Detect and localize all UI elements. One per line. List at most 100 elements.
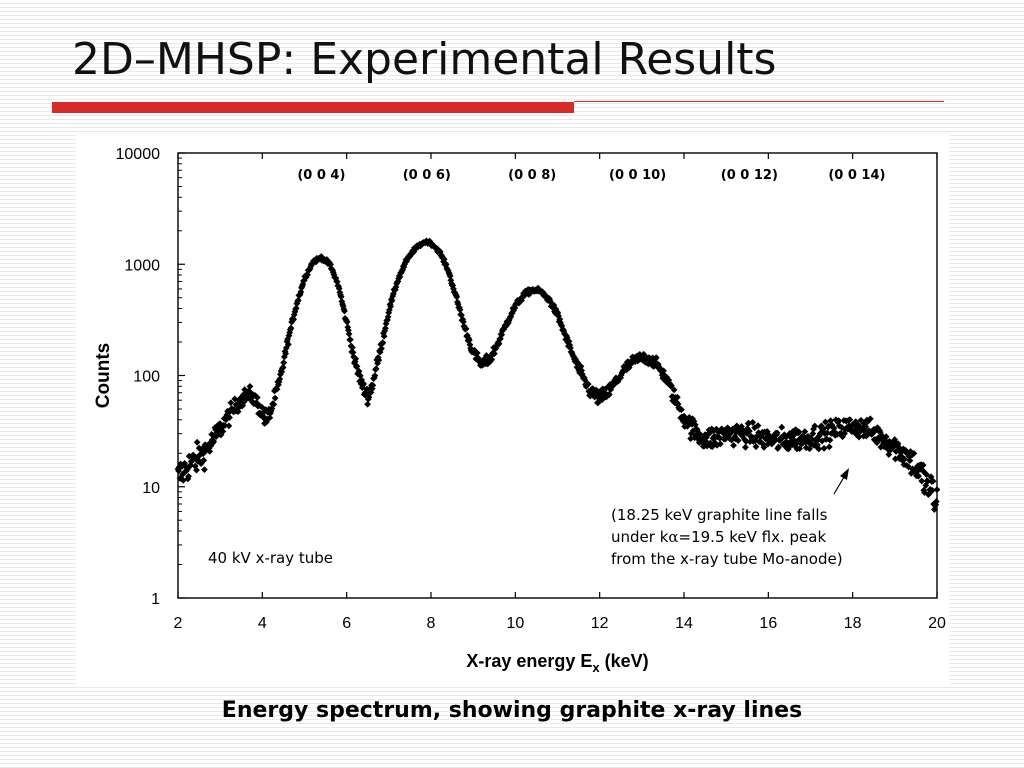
data-point [691, 421, 699, 429]
data-point [337, 293, 345, 301]
data-point [258, 403, 266, 411]
data-point [217, 431, 225, 439]
data-point [213, 427, 221, 435]
data-point [239, 401, 247, 409]
data-point [730, 441, 737, 449]
data-point [365, 393, 373, 401]
data-point [745, 427, 753, 435]
x-tick-label: 14 [675, 615, 693, 632]
data-point [225, 422, 233, 430]
data-point [352, 355, 360, 363]
data-point [294, 296, 302, 304]
data-point [343, 318, 351, 326]
data-point [796, 445, 804, 453]
title-underline-thick [52, 102, 574, 113]
data-point [846, 416, 854, 423]
x-axis-title-subscript: x [592, 660, 600, 675]
data-point [285, 332, 293, 340]
data-point [584, 380, 592, 388]
data-point [683, 422, 691, 430]
data-point [195, 444, 203, 452]
data-point [201, 466, 208, 474]
data-point [356, 372, 364, 380]
slide-title: 2D–MHSP: Experimental Results [72, 34, 777, 85]
data-point [806, 445, 813, 453]
data-point [270, 400, 278, 408]
data-point [292, 304, 300, 312]
energy-spectrum-chart: 2 4 6 8 10 12 14 16 18 20 1 10 100 1000 10000 X-ray ene… [93, 146, 946, 675]
data-point [410, 248, 418, 255]
data-point [716, 434, 724, 442]
data-point [341, 307, 348, 315]
data-point [820, 444, 828, 452]
data-point [526, 290, 534, 297]
data-point [668, 382, 675, 390]
slide-caption: Energy spectrum, showing graphite x-ray … [221, 698, 803, 723]
data-point [284, 335, 292, 343]
data-point [924, 477, 932, 485]
peak-label: (0 0 14) [828, 168, 885, 183]
data-point [279, 363, 287, 371]
data-point [266, 414, 274, 422]
data-point [287, 324, 295, 332]
data-point [919, 461, 927, 469]
peak-label: (0 0 6) [403, 168, 451, 183]
data-point [707, 439, 714, 447]
alpha-symbol: α [668, 528, 678, 546]
axes [177, 152, 938, 599]
data-point [827, 417, 835, 425]
data-point [773, 429, 781, 437]
data-point [227, 399, 235, 407]
data-point [284, 341, 292, 348]
data-point [206, 447, 214, 455]
data-point [462, 325, 470, 333]
data-point [240, 398, 248, 406]
y-tick-label: 1000 [124, 257, 160, 274]
y-tick-label: 10000 [116, 146, 161, 163]
data-point [345, 330, 353, 338]
chart-labels: 2 4 6 8 10 12 14 16 18 20 1 10 100 1000 10000 X-ray ene… [93, 146, 946, 675]
data-point [574, 360, 582, 368]
data-point [271, 394, 279, 402]
y-tick-label: 100 [133, 369, 160, 386]
data-point [459, 318, 467, 326]
data-point [688, 420, 696, 428]
data-point [556, 315, 564, 323]
x-tick-label: 20 [928, 615, 946, 632]
x-axis-title: X-ray energy Ex (keV) [466, 651, 648, 675]
data-point [234, 408, 242, 416]
data-point [200, 456, 208, 464]
data-point [927, 473, 935, 481]
x-tick-label: 18 [844, 615, 862, 632]
data-point [197, 460, 205, 468]
data-point [815, 445, 823, 453]
data-point [918, 477, 926, 485]
data-point [882, 433, 890, 441]
data-point [349, 348, 357, 356]
x-tick-label: 2 [174, 615, 183, 632]
data-point [907, 448, 914, 455]
data-point [670, 386, 678, 394]
data-point [841, 430, 848, 437]
data-point [809, 430, 817, 437]
data-point [705, 426, 713, 434]
data-point [689, 427, 697, 435]
data-point [275, 378, 283, 386]
data-point [891, 455, 899, 463]
tube-annotation: 40 kV x-ray tube [208, 549, 333, 567]
x-tick-label: 6 [342, 615, 351, 632]
data-point [853, 431, 861, 439]
data-point [880, 443, 888, 451]
data-point [811, 422, 819, 430]
data-point [375, 356, 383, 364]
data-point [378, 345, 385, 352]
data-point [456, 306, 464, 314]
data-point [884, 441, 891, 449]
data-point [910, 449, 918, 457]
data-point [392, 283, 400, 291]
x-tick-label: 12 [591, 615, 609, 632]
data-point [677, 406, 685, 414]
data-point [299, 280, 307, 288]
data-point [369, 381, 377, 389]
data-point [282, 350, 290, 358]
